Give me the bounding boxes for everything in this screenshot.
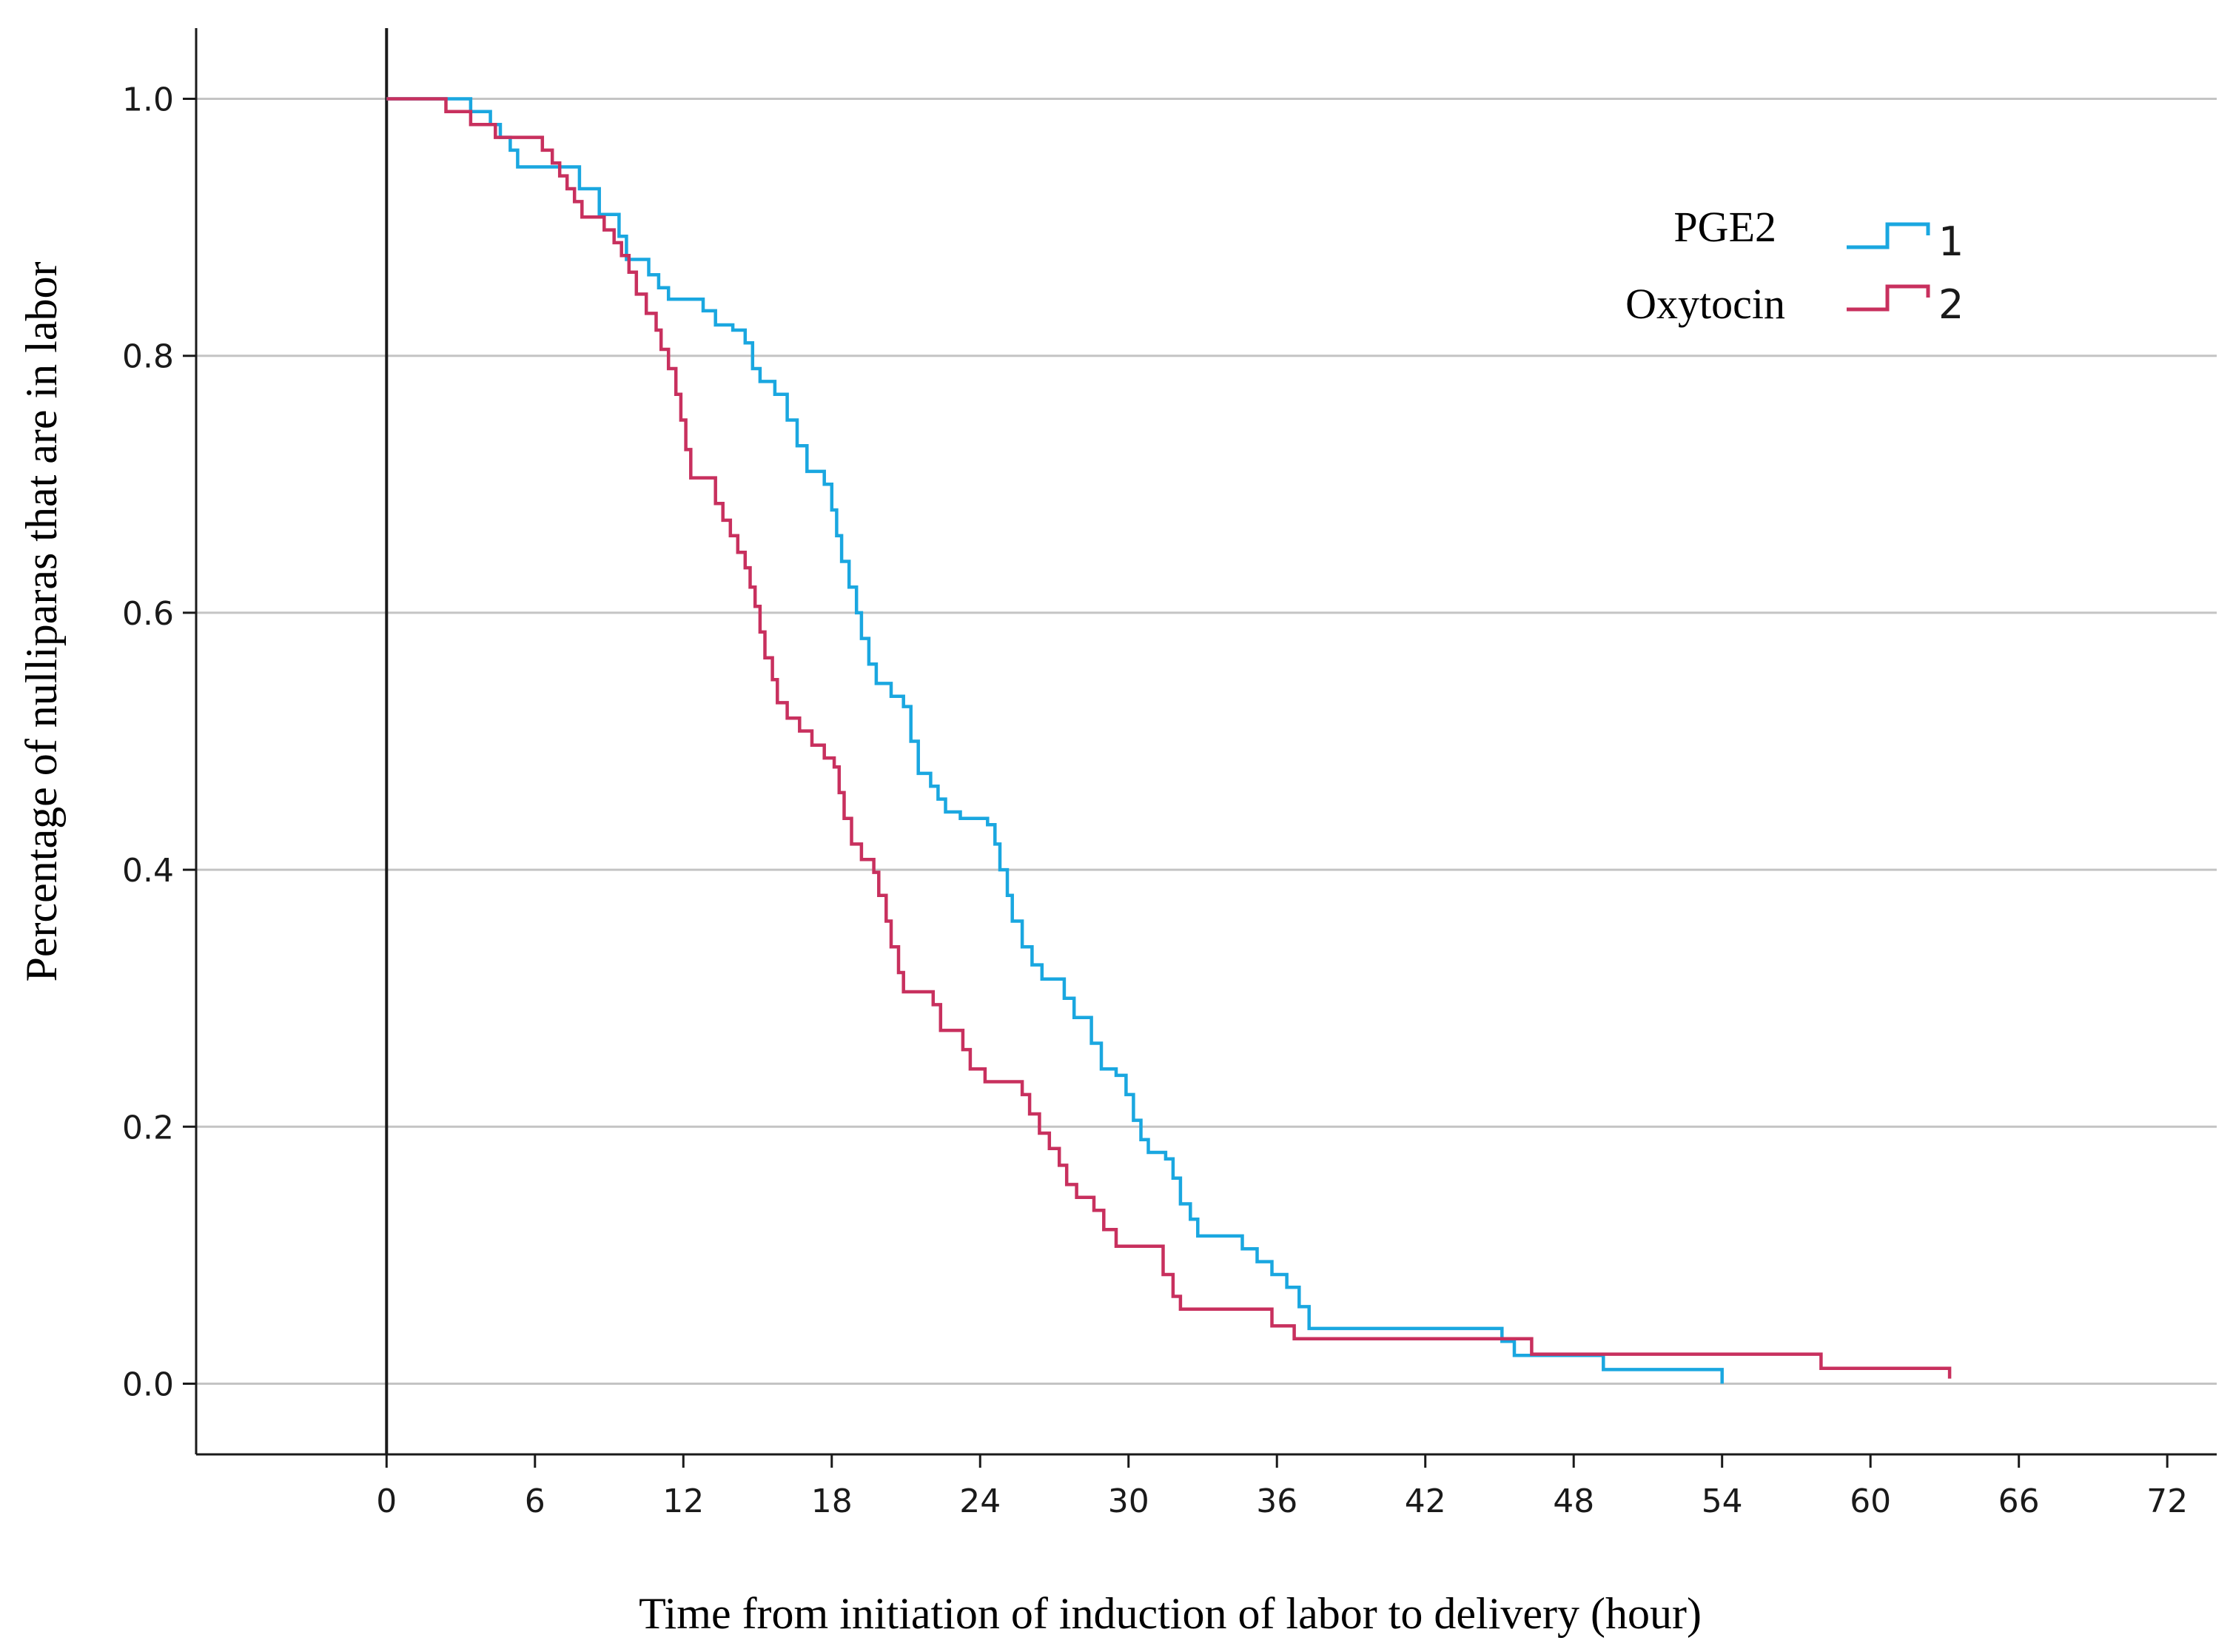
x-tick-label: 54: [1702, 1483, 1743, 1520]
y-tick-label: 0.8: [122, 338, 174, 376]
x-tick-label: 6: [525, 1483, 545, 1520]
x-tick-label: 42: [1405, 1483, 1446, 1520]
legend: PGE2 1 Oxytocin 2: [1625, 203, 1964, 328]
x-tick-label: 60: [1850, 1483, 1891, 1520]
x-tick-label: 36: [1256, 1483, 1297, 1520]
series-line-pge2: [386, 97, 1724, 1384]
legend-swatch-oxytocin: [1847, 284, 1930, 312]
series-layer: [386, 97, 1952, 1384]
y-tick-label: 0.2: [122, 1109, 174, 1146]
y-tick-label: 0.6: [122, 595, 174, 633]
series-line-oxytocin: [386, 97, 1952, 1379]
x-tick-label: 12: [662, 1483, 704, 1520]
x-axis-title: Time from initiation of induction of lab…: [639, 1589, 1702, 1638]
legend-code-1: 1: [1938, 218, 1964, 265]
y-tick-label: 0.4: [122, 852, 174, 890]
x-tick-label: 18: [811, 1483, 853, 1520]
y-tick-label: 0.0: [122, 1366, 174, 1404]
x-tick-label: 0: [376, 1483, 397, 1520]
axes: 0.00.20.40.60.81.00 6 12 18 24 30 36 42 48 54 60 66…: [122, 28, 2217, 1520]
x-tick-label: 48: [1553, 1483, 1594, 1520]
y-tick-label: 1.0: [122, 81, 174, 118]
y-axis-title: Percentage of nulliparas that are in lab…: [17, 262, 66, 982]
x-tick-label: 72: [2146, 1483, 2188, 1520]
x-tick-label: 66: [1998, 1483, 2040, 1520]
legend-swatch-pge2: [1847, 222, 1930, 249]
legend-label-pge2: PGE2: [1673, 203, 1776, 251]
gridlines: [196, 97, 2217, 1386]
legend-code-2: 2: [1938, 281, 1964, 328]
legend-label-oxytocin: Oxytocin: [1625, 280, 1785, 328]
x-tick-label: 30: [1108, 1483, 1149, 1520]
x-tick-label: 24: [959, 1483, 1001, 1520]
